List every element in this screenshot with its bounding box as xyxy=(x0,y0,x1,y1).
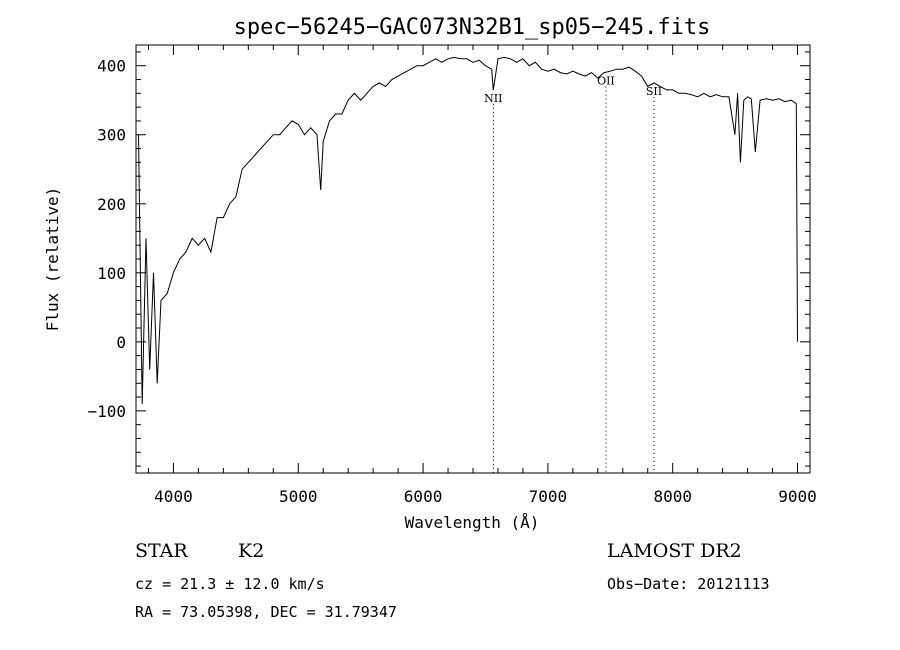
x-axis-label: Wavelength (Å) xyxy=(405,513,540,532)
spectrum-line xyxy=(138,56,798,405)
chart-title: spec−56245−GAC073N32B1_sp05−245.fits xyxy=(234,15,711,40)
coordinates: RA = 73.05398, DEC = 31.79347 xyxy=(135,603,397,621)
y-tick-label: 200 xyxy=(97,195,126,214)
annotation-label: OII xyxy=(597,75,615,88)
x-tick-label: 9000 xyxy=(778,487,817,506)
y-tick-label: 0 xyxy=(116,333,126,352)
x-tick-label: 6000 xyxy=(404,487,443,506)
y-tick-label: 400 xyxy=(97,57,126,76)
x-tick-label: 4000 xyxy=(154,487,193,506)
object-class: STAR xyxy=(135,540,188,562)
annotation-label: NII xyxy=(484,92,502,105)
line-annotations: NII OII SII xyxy=(484,75,662,473)
x-tick-label: 7000 xyxy=(529,487,568,506)
observation-date: Obs−Date: 20121113 xyxy=(607,575,770,593)
axis-tick-labels: 4000 5000 6000 7000 8000 9000 −100 0 100 200 300 40… xyxy=(87,57,816,506)
x-tick-label: 5000 xyxy=(279,487,318,506)
y-tick-label: −100 xyxy=(87,402,126,421)
plot-frame xyxy=(135,44,811,474)
x-tick-label: 8000 xyxy=(653,487,692,506)
y-tick-label: 300 xyxy=(97,126,126,145)
y-tick-label: 100 xyxy=(97,264,126,283)
survey-name: LAMOST DR2 xyxy=(607,540,742,562)
y-axis-label: Flux (relative) xyxy=(43,187,62,332)
redshift-cz: cz = 21.3 ± 12.0 km/s xyxy=(135,575,325,593)
annotation-label: SII xyxy=(646,85,662,98)
spectral-subclass: K2 xyxy=(238,540,265,562)
axis-ticks xyxy=(136,45,810,473)
